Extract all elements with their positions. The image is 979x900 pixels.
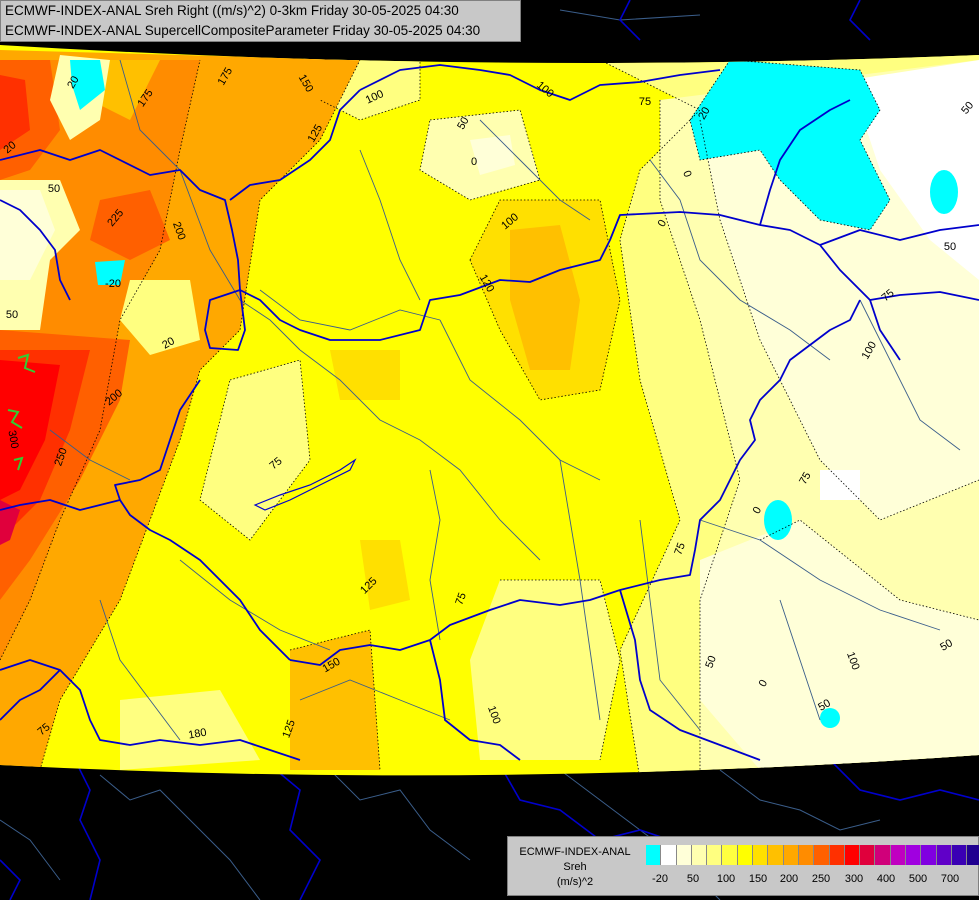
color-legend: ECMWF-INDEX-ANAL Sreh (m/s)^2 -20 50 100 15… [507, 836, 979, 896]
legend-swatch [798, 845, 815, 865]
streamline-glyphs [7, 353, 36, 471]
legend-swatch [814, 845, 830, 865]
legend-swatch [860, 845, 876, 865]
title-line-1: ECMWF-INDEX-ANAL Sreh Right ((m/s)^2) 0-… [5, 3, 459, 18]
legend-title: ECMWF-INDEX-ANAL Sreh (m/s)^2 [508, 845, 642, 890]
legend-swatch [951, 845, 968, 865]
legend-title-line-2: Sreh [563, 861, 587, 873]
legend-swatch [783, 845, 799, 865]
legend-swatch [707, 845, 723, 865]
map-title: ECMWF-INDEX-ANAL Sreh Right ((m/s)^2) 0-… [0, 0, 521, 42]
admin-boundaries [49, 59, 961, 741]
contour-label: 0 [751, 505, 764, 516]
legend-swatch [844, 845, 861, 865]
legend-swatch [936, 845, 952, 865]
legend-swatch [676, 845, 692, 865]
contour-label: 75 [639, 96, 651, 108]
contour-label: 50 [944, 241, 956, 253]
contour-label: 75 [453, 591, 468, 607]
legend-tick: 400 [876, 873, 896, 885]
legend-swatch [875, 845, 891, 865]
legend-tick: 100 [716, 873, 736, 885]
legend-swatch [722, 845, 738, 865]
contour-label: 100 [485, 704, 503, 725]
contour-label: 20 [65, 74, 82, 91]
legend-swatch [753, 845, 769, 865]
title-line-2: ECMWF-INDEX-ANAL SupercellCompositeParam… [5, 23, 481, 38]
legend-swatch [646, 845, 662, 865]
contour-label: 50 [48, 183, 60, 195]
legend-units: (m/s)^2 [556, 876, 594, 888]
contour-label: 50 [816, 697, 833, 714]
legend-swatch [768, 845, 784, 865]
contour-label: 180 [187, 727, 207, 742]
contour-label: 20 [696, 105, 713, 122]
contour-label: 300 [5, 429, 20, 449]
legend-tick: 200 [779, 873, 799, 885]
legend-tick: 500 [908, 873, 928, 885]
contour-label: 75 [797, 470, 814, 487]
legend-tick-labels: -20 50 100 150 200 250 300 400 500 700 [646, 873, 966, 889]
legend-swatch [829, 845, 845, 865]
legend-tick: 250 [811, 873, 831, 885]
contour-label: 50 [938, 637, 955, 654]
contour-label: 0 [656, 218, 669, 229]
legend-swatch [967, 845, 979, 865]
contour-label: 250 [52, 446, 70, 467]
legend-tick: 50 [686, 873, 700, 885]
legend-tick: -20 [652, 873, 668, 885]
legend-title-line-1: ECMWF-INDEX-ANAL [519, 846, 631, 858]
contour-label: 50 [6, 309, 18, 321]
contour-label: 0 [680, 169, 693, 179]
contour-label: 100 [844, 650, 862, 671]
legend-swatch [661, 845, 677, 865]
contour-label: 50 [703, 654, 718, 670]
lake [253, 458, 357, 511]
legend-tick: 700 [940, 873, 960, 885]
legend-swatch [921, 845, 937, 865]
country-borders [0, 64, 979, 761]
contour-label: 20 [160, 335, 177, 352]
legend-tick: 300 [844, 873, 864, 885]
legend-color-bar [646, 845, 979, 865]
contour-label: 50 [455, 115, 472, 132]
legend-swatch [691, 845, 708, 865]
dotted-contours [0, 49, 979, 776]
contour-label: 0 [757, 678, 770, 689]
legend-swatch [906, 845, 922, 865]
legend-tick: 150 [748, 873, 768, 885]
legend-swatch [737, 845, 754, 865]
contour-label: 0 [471, 156, 477, 168]
contour-label: 125 [280, 718, 298, 739]
contour-label: 75 [672, 541, 687, 557]
contour-label: -20 [105, 278, 121, 290]
contour-label: 200 [170, 220, 188, 241]
legend-swatch [890, 845, 907, 865]
